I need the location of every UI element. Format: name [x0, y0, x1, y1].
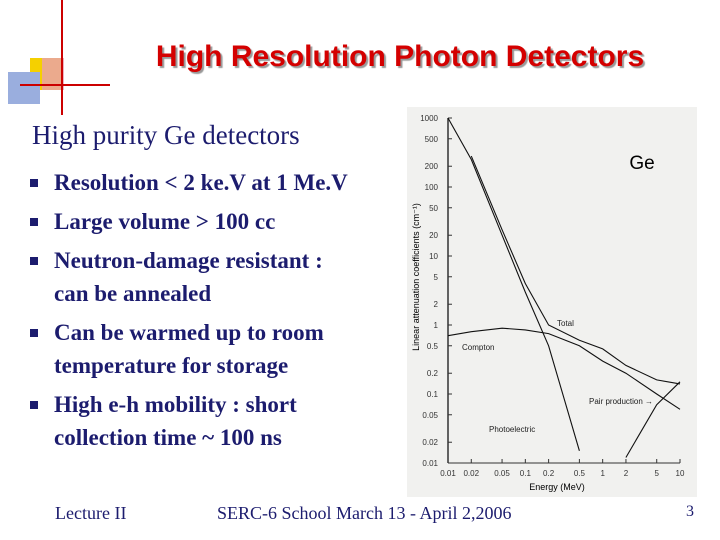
heading: High purity Ge detectors — [32, 120, 300, 150]
y-tick-label: 2 — [434, 300, 439, 309]
x-tick-label: 1 — [600, 469, 605, 478]
chart-label: Ge — [629, 153, 654, 174]
bullet-text: Neutron-damage resistant : — [54, 248, 323, 273]
bullet-text: Resolution < 2 ke.V at 1 Me.V — [54, 170, 348, 195]
y-tick-label: 0.2 — [427, 369, 439, 378]
x-tick-label: 5 — [654, 469, 659, 478]
bullet: Neutron-damage resistant : can be anneale… — [30, 244, 348, 310]
y-tick-label: 20 — [429, 231, 438, 240]
x-tick-label: 0.01 — [440, 469, 456, 478]
series-label: Compton — [462, 343, 494, 352]
bullet-list: Resolution < 2 ke.V at 1 Me.V Large volum… — [30, 166, 348, 460]
page-number: 3 — [686, 503, 694, 520]
x-tick-label: 0.02 — [463, 469, 479, 478]
x-tick-label: 0.1 — [520, 469, 532, 478]
y-tick-label: 50 — [429, 204, 438, 213]
bullet: High e-h mobility : short collection time… — [30, 388, 348, 454]
chart-background — [407, 107, 697, 497]
y-tick-label: 100 — [425, 183, 439, 192]
y-tick-label: 500 — [425, 135, 439, 144]
x-tick-label: 0.5 — [574, 469, 586, 478]
chart: Ge Energy (MeV) Linear attenuation coeff… — [407, 107, 697, 497]
y-tick-label: 0.01 — [422, 459, 438, 468]
x-axis-label: Energy (MeV) — [529, 482, 585, 492]
x-tick-label: 2 — [624, 469, 629, 478]
y-tick-label: 1000 — [420, 114, 438, 123]
bullet: Large volume > 100 cc — [30, 205, 348, 238]
slide-title: High Resolution Photon Detectors — [155, 40, 645, 73]
y-tick-label: 0.1 — [427, 390, 439, 399]
series-line — [625, 381, 681, 458]
bullet-text: collection time ~ 100 ns — [54, 425, 282, 450]
bullet: Resolution < 2 ke.V at 1 Me.V — [30, 166, 348, 199]
y-tick-label: 0.02 — [422, 438, 438, 447]
series-label: Pair production → — [589, 397, 653, 406]
x-tick-label: 0.05 — [494, 469, 510, 478]
series-line — [470, 155, 681, 385]
bullet-text: High e-h mobility : short — [54, 392, 297, 417]
bullet: Can be warmed up to room temperature for … — [30, 316, 348, 382]
bullet-text: Large volume > 100 cc — [54, 209, 276, 234]
bullet-text: Can be warmed up to room — [54, 320, 324, 345]
footer-center: SERC-6 School March 13 - April 2,2006 — [217, 503, 512, 523]
series-line — [447, 117, 580, 451]
y-tick-label: 0.05 — [422, 411, 438, 420]
y-tick-label: 10 — [429, 252, 438, 261]
footer-left: Lecture II — [55, 503, 127, 523]
series-line — [447, 327, 681, 410]
y-tick-label: 1 — [434, 321, 439, 330]
y-tick-label: 5 — [434, 273, 439, 282]
bullet-text: temperature for storage — [54, 353, 289, 378]
y-tick-label: 0.5 — [427, 342, 439, 351]
series-label: Total — [557, 319, 574, 328]
series-label: Photoelectric — [489, 425, 535, 434]
y-axis-label: Linear attenuation coefficients (cm⁻¹) — [411, 203, 421, 351]
x-tick-label: 0.2 — [543, 469, 555, 478]
x-tick-label: 10 — [676, 469, 685, 478]
decoration — [8, 0, 110, 115]
bullet-text: can be annealed — [54, 281, 212, 306]
y-tick-label: 200 — [425, 162, 439, 171]
